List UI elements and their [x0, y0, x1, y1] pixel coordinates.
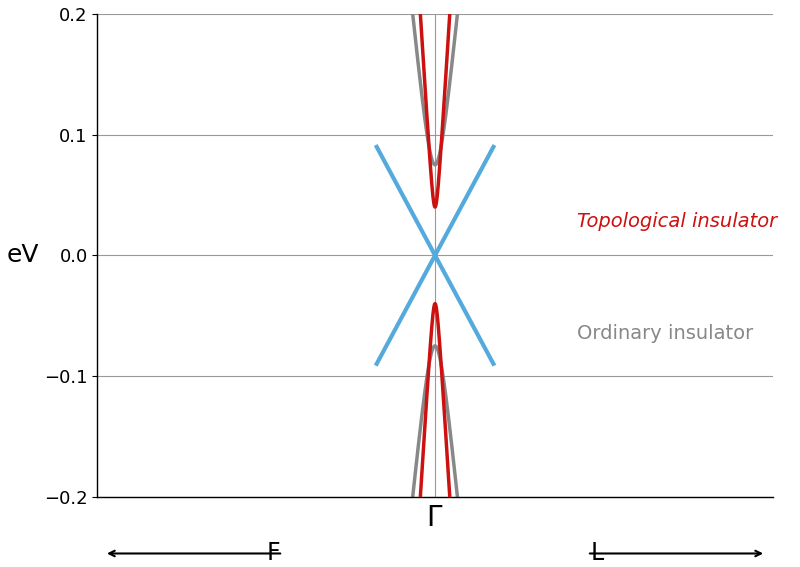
Y-axis label: eV: eV	[7, 243, 39, 268]
Text: L: L	[590, 541, 604, 565]
Text: Ordinary insulator: Ordinary insulator	[577, 324, 753, 343]
Text: F: F	[266, 541, 280, 565]
Text: Topological insulator: Topological insulator	[577, 212, 777, 231]
